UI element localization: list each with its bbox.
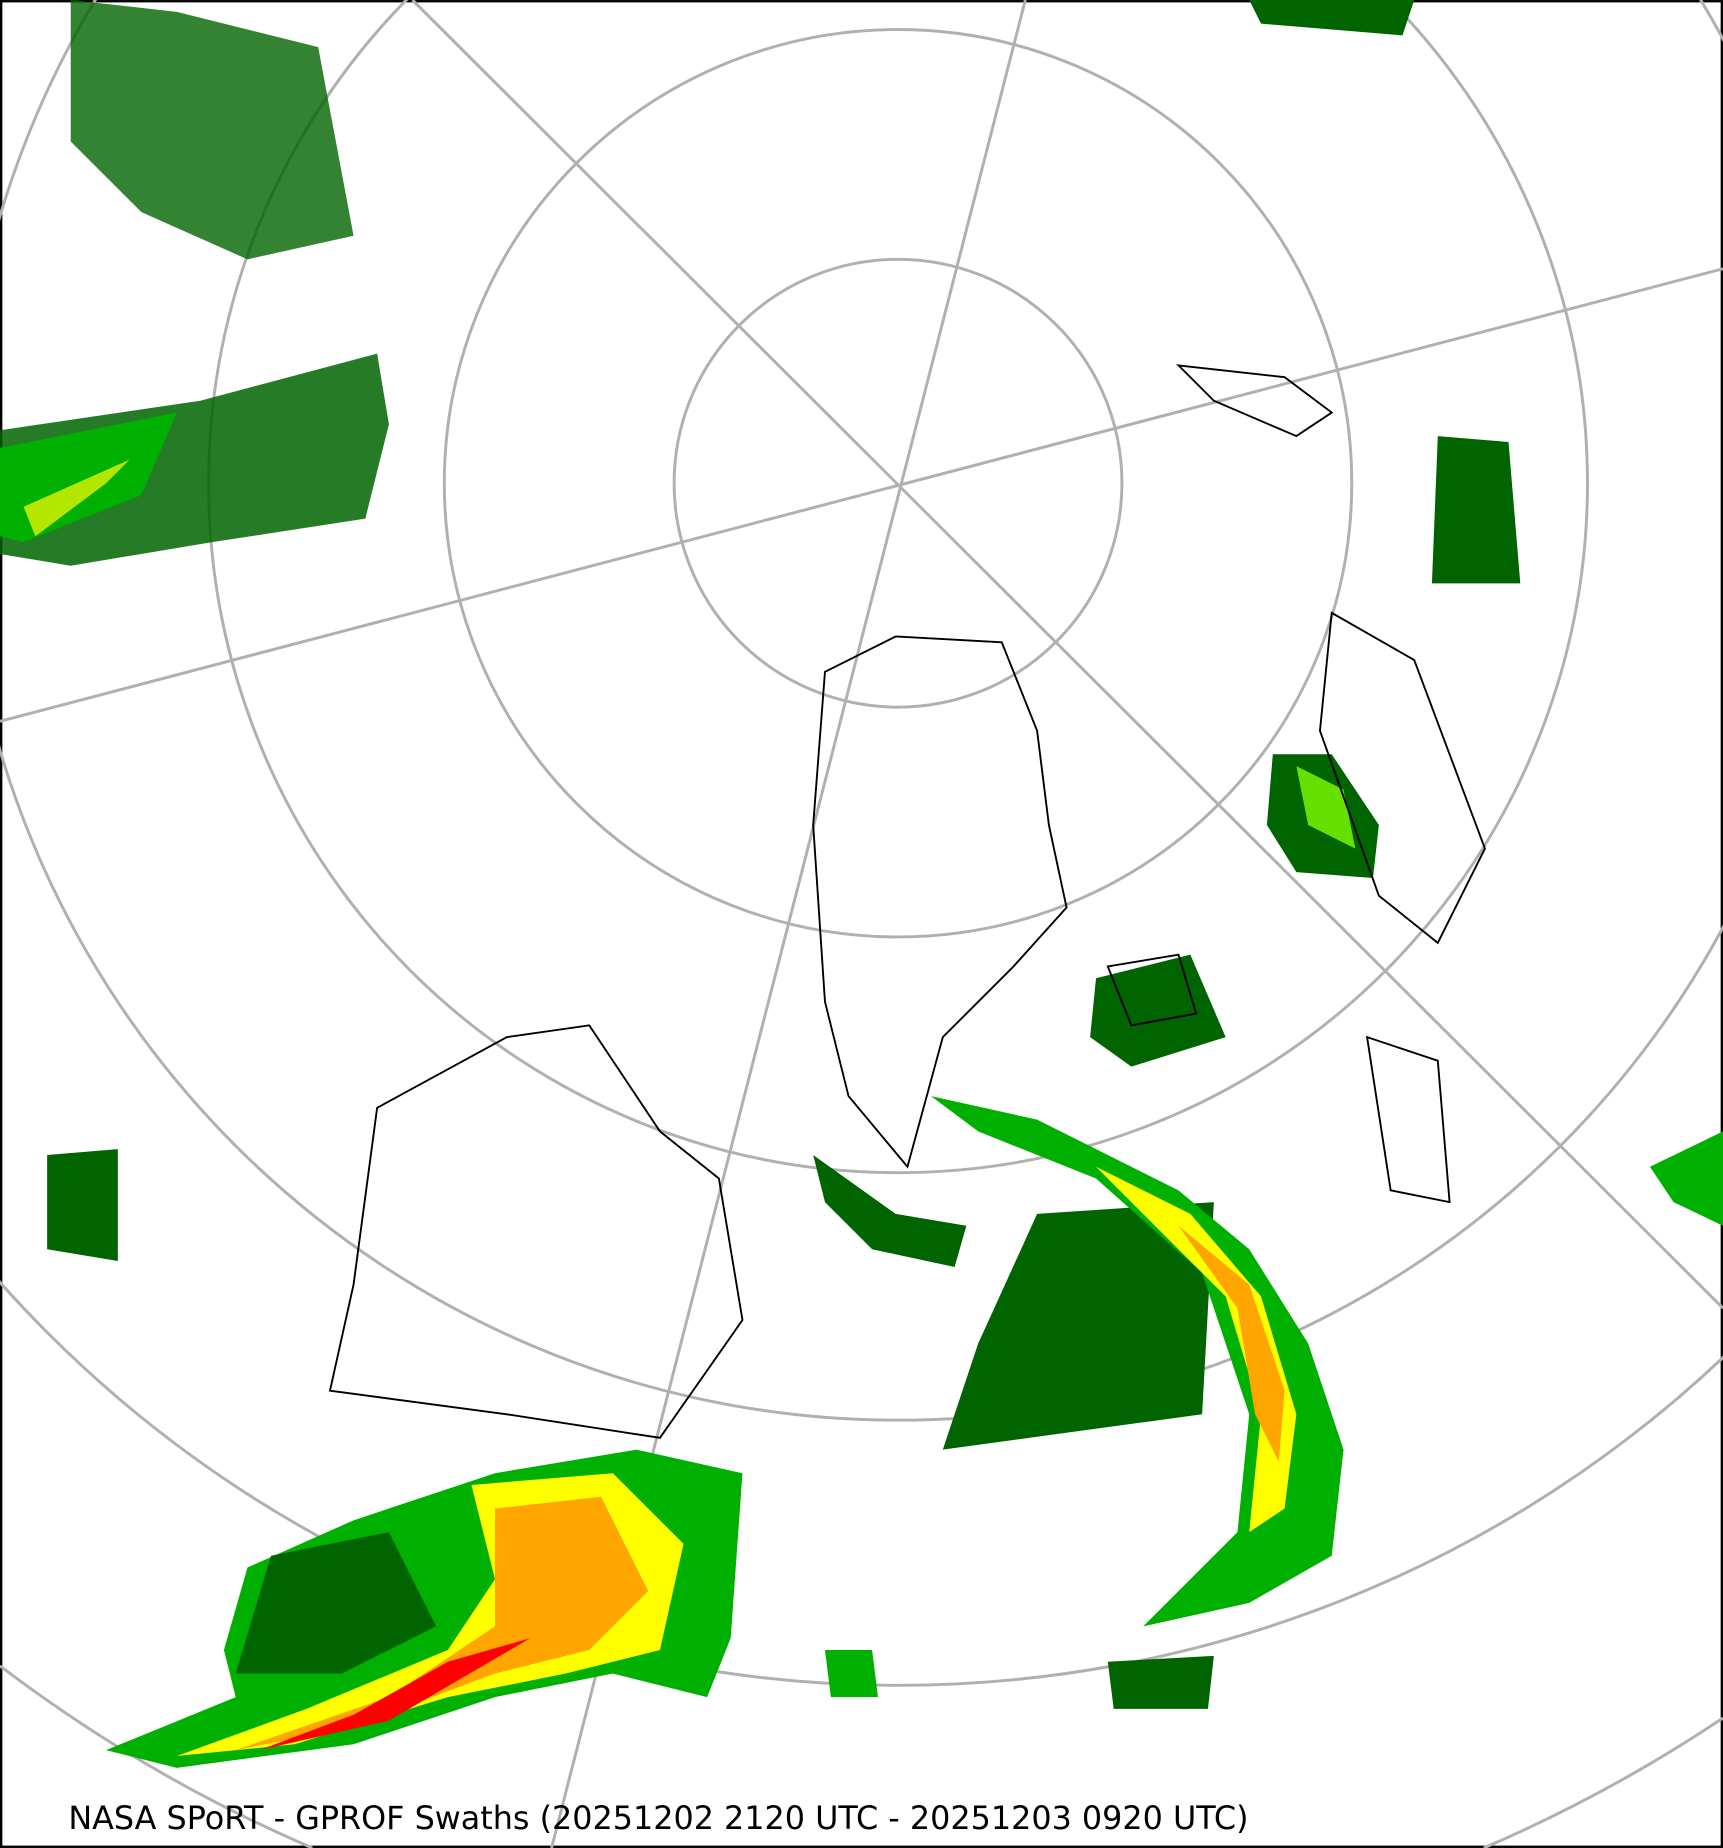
british-isles-outline [1365,1035,1451,1204]
scandinavia-outline [1318,611,1486,945]
meridian-line [411,0,1723,1310]
north-america-outline [328,1024,744,1439]
latitude-circle-50 [0,0,1723,1422]
novaya-zemlya-outline [1175,364,1334,438]
latitude-circle-80 [672,257,1124,709]
map-caption: NASA SPoRT - GPROF Swaths (20251202 2120… [68,1799,1248,1837]
precipitation-swaths [0,0,1723,1768]
meridian-line [0,267,1723,723]
greenland-outline [812,635,1068,1169]
latitude-circle-30 [0,1664,1723,1848]
coastlines [328,364,1486,1439]
latitude-circle-40 [0,1279,1723,1687]
iceland-outline [1106,953,1198,1027]
latitude-circle-70 [442,28,1354,939]
